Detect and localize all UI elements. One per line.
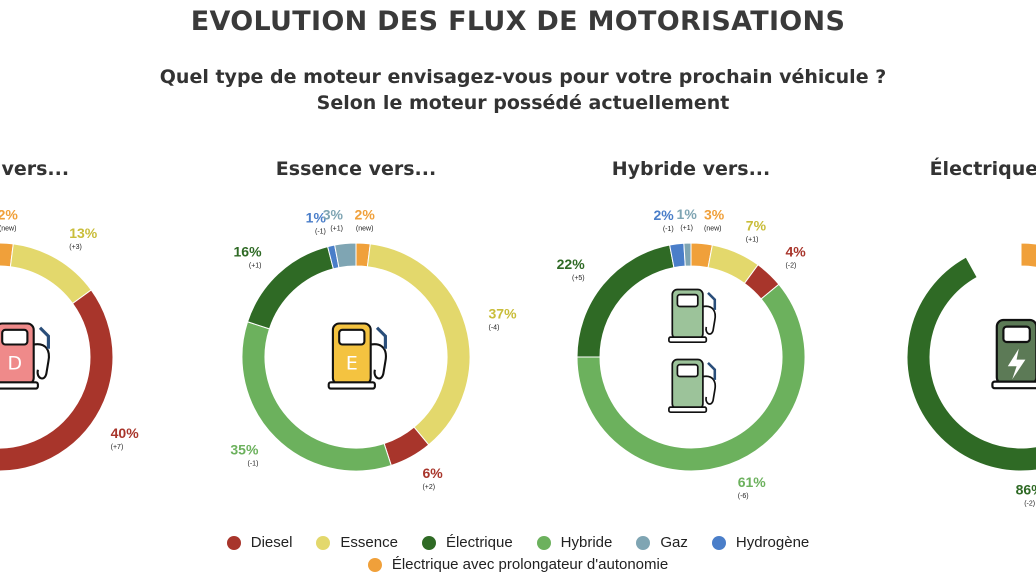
pump-letter: E (346, 353, 358, 375)
data-label: 86% (1016, 482, 1036, 498)
slice-gaz (683, 242, 692, 267)
slice-diesel (0, 289, 114, 472)
legend-item-electrique: Électrique (421, 534, 513, 551)
legend-swatch (316, 535, 331, 550)
legend-swatch (421, 535, 436, 550)
legend-label: Hydrogène (735, 534, 810, 551)
legend-swatch (536, 535, 551, 550)
data-label: 13% (69, 225, 98, 241)
legend-item-diesel: Diesel (226, 534, 293, 551)
delta-label: (new) (704, 226, 722, 233)
pump-letter: D (8, 353, 23, 375)
essence-pump-icon: E (327, 322, 387, 390)
legend-row-2: Électrique avec prolongateur d'autonomie (0, 556, 1036, 573)
legend-swatch (226, 535, 241, 550)
data-label: 22% (557, 256, 586, 272)
delta-label: (-1) (248, 461, 259, 468)
delta-label: (+3) (69, 244, 82, 251)
diesel-pump-icon: D (0, 322, 50, 390)
legend-row-1: Diesel Essence Électrique Hybride Gaz Hydrogè… (0, 534, 1036, 551)
legend-label: Diesel (250, 534, 293, 551)
donut-chart-1: Diesel vers... 2% (new) 13% (+3) 40% (+7) D (0, 158, 140, 472)
data-label: 7% (746, 217, 767, 233)
data-label: 4% (785, 243, 806, 259)
chart-title: Hybride vers... (612, 158, 770, 180)
legend-label: Hybride (560, 534, 613, 551)
legend-item-electrique-avec-prolongateur-d-autonomie: Électrique avec prolongateur d'autonomie (367, 556, 669, 573)
legend-item-hydrogene: Hydrogène (711, 534, 810, 551)
delta-label: (+1) (680, 225, 693, 232)
subtitle-question: Quel type de moteur envisagez-vous pour … (159, 66, 887, 88)
delta-label: (+1) (746, 236, 759, 243)
page-title: EVOLUTION DES FLUX DE MOTORISATIONS (190, 6, 846, 37)
chart-title: Diesel vers... (0, 158, 69, 180)
chart-title: Électrique vers... (930, 157, 1036, 180)
data-label: 3% (704, 207, 725, 223)
delta-label: (-1) (315, 228, 326, 235)
legend-label: Essence (340, 534, 398, 551)
donut-chart-3: Hybride vers... 3% (new) 7% (+1) 4% (-2) 61% (-6… (557, 158, 807, 500)
data-label: 1% (306, 209, 327, 225)
delta-label: (+5) (572, 275, 585, 282)
data-label: 3% (323, 207, 344, 223)
delta-label: (+7) (111, 444, 124, 451)
slice-electrique-avec-prolongateur-d-autonomie (1020, 242, 1036, 268)
slice-gaz (334, 242, 357, 269)
donut-chart-4: Électrique vers...4%(new)2%(-2)86%(-2) (906, 157, 1036, 508)
electric-pump-icon (668, 288, 717, 344)
subtitle-context: Selon le moteur possédé actuellement (316, 92, 730, 114)
data-label: 2% (653, 207, 674, 223)
data-label: 2% (0, 206, 18, 222)
data-label: 61% (738, 474, 767, 490)
legend-swatch (636, 535, 651, 550)
data-label: 40% (111, 425, 140, 441)
chart-title: Essence vers... (276, 158, 436, 180)
delta-label: (+2) (422, 484, 435, 491)
data-label: 35% (230, 442, 259, 458)
delta-label: (new) (356, 225, 374, 232)
legend-label: Électrique avec prolongateur d'autonomie (391, 556, 669, 573)
donut-charts: Diesel vers... 2% (new) 13% (+3) 40% (+7) D Esse… (0, 157, 1036, 508)
slice-electrique (906, 256, 1036, 472)
data-label: 1% (677, 206, 698, 222)
electric-charger-icon (991, 318, 1036, 390)
slice-electrique (576, 244, 675, 358)
data-label: 16% (234, 243, 263, 259)
delta-label: (-4) (489, 324, 500, 331)
legend-item-essence: Essence (316, 534, 398, 551)
delta-label: (-2) (1024, 501, 1035, 508)
delta-label: (-2) (785, 262, 796, 269)
legend-label: Gaz (660, 534, 688, 551)
data-label: 6% (422, 465, 443, 481)
delta-label: (-1) (663, 226, 674, 233)
slice-essence (9, 243, 92, 305)
delta-label: (-6) (738, 493, 749, 500)
delta-label: (new) (0, 225, 16, 232)
legend-label: Électrique (445, 534, 513, 551)
legend-item-hybride: Hybride (536, 534, 613, 551)
data-label: 2% (355, 206, 376, 222)
legend-swatch (711, 535, 726, 550)
legend-item-gaz: Gaz (636, 534, 688, 551)
slice-hybride (576, 283, 806, 472)
donut-chart-2: Essence vers... 2% (new) 37% (-4) 6% (+2) 35% (-… (230, 158, 517, 491)
slice-essence (366, 243, 471, 446)
legend-swatch (367, 557, 382, 572)
delta-label: (+1) (330, 226, 343, 233)
data-label: 37% (489, 305, 518, 321)
fuel-pump-icon (668, 358, 717, 414)
delta-label: (+1) (249, 262, 262, 269)
